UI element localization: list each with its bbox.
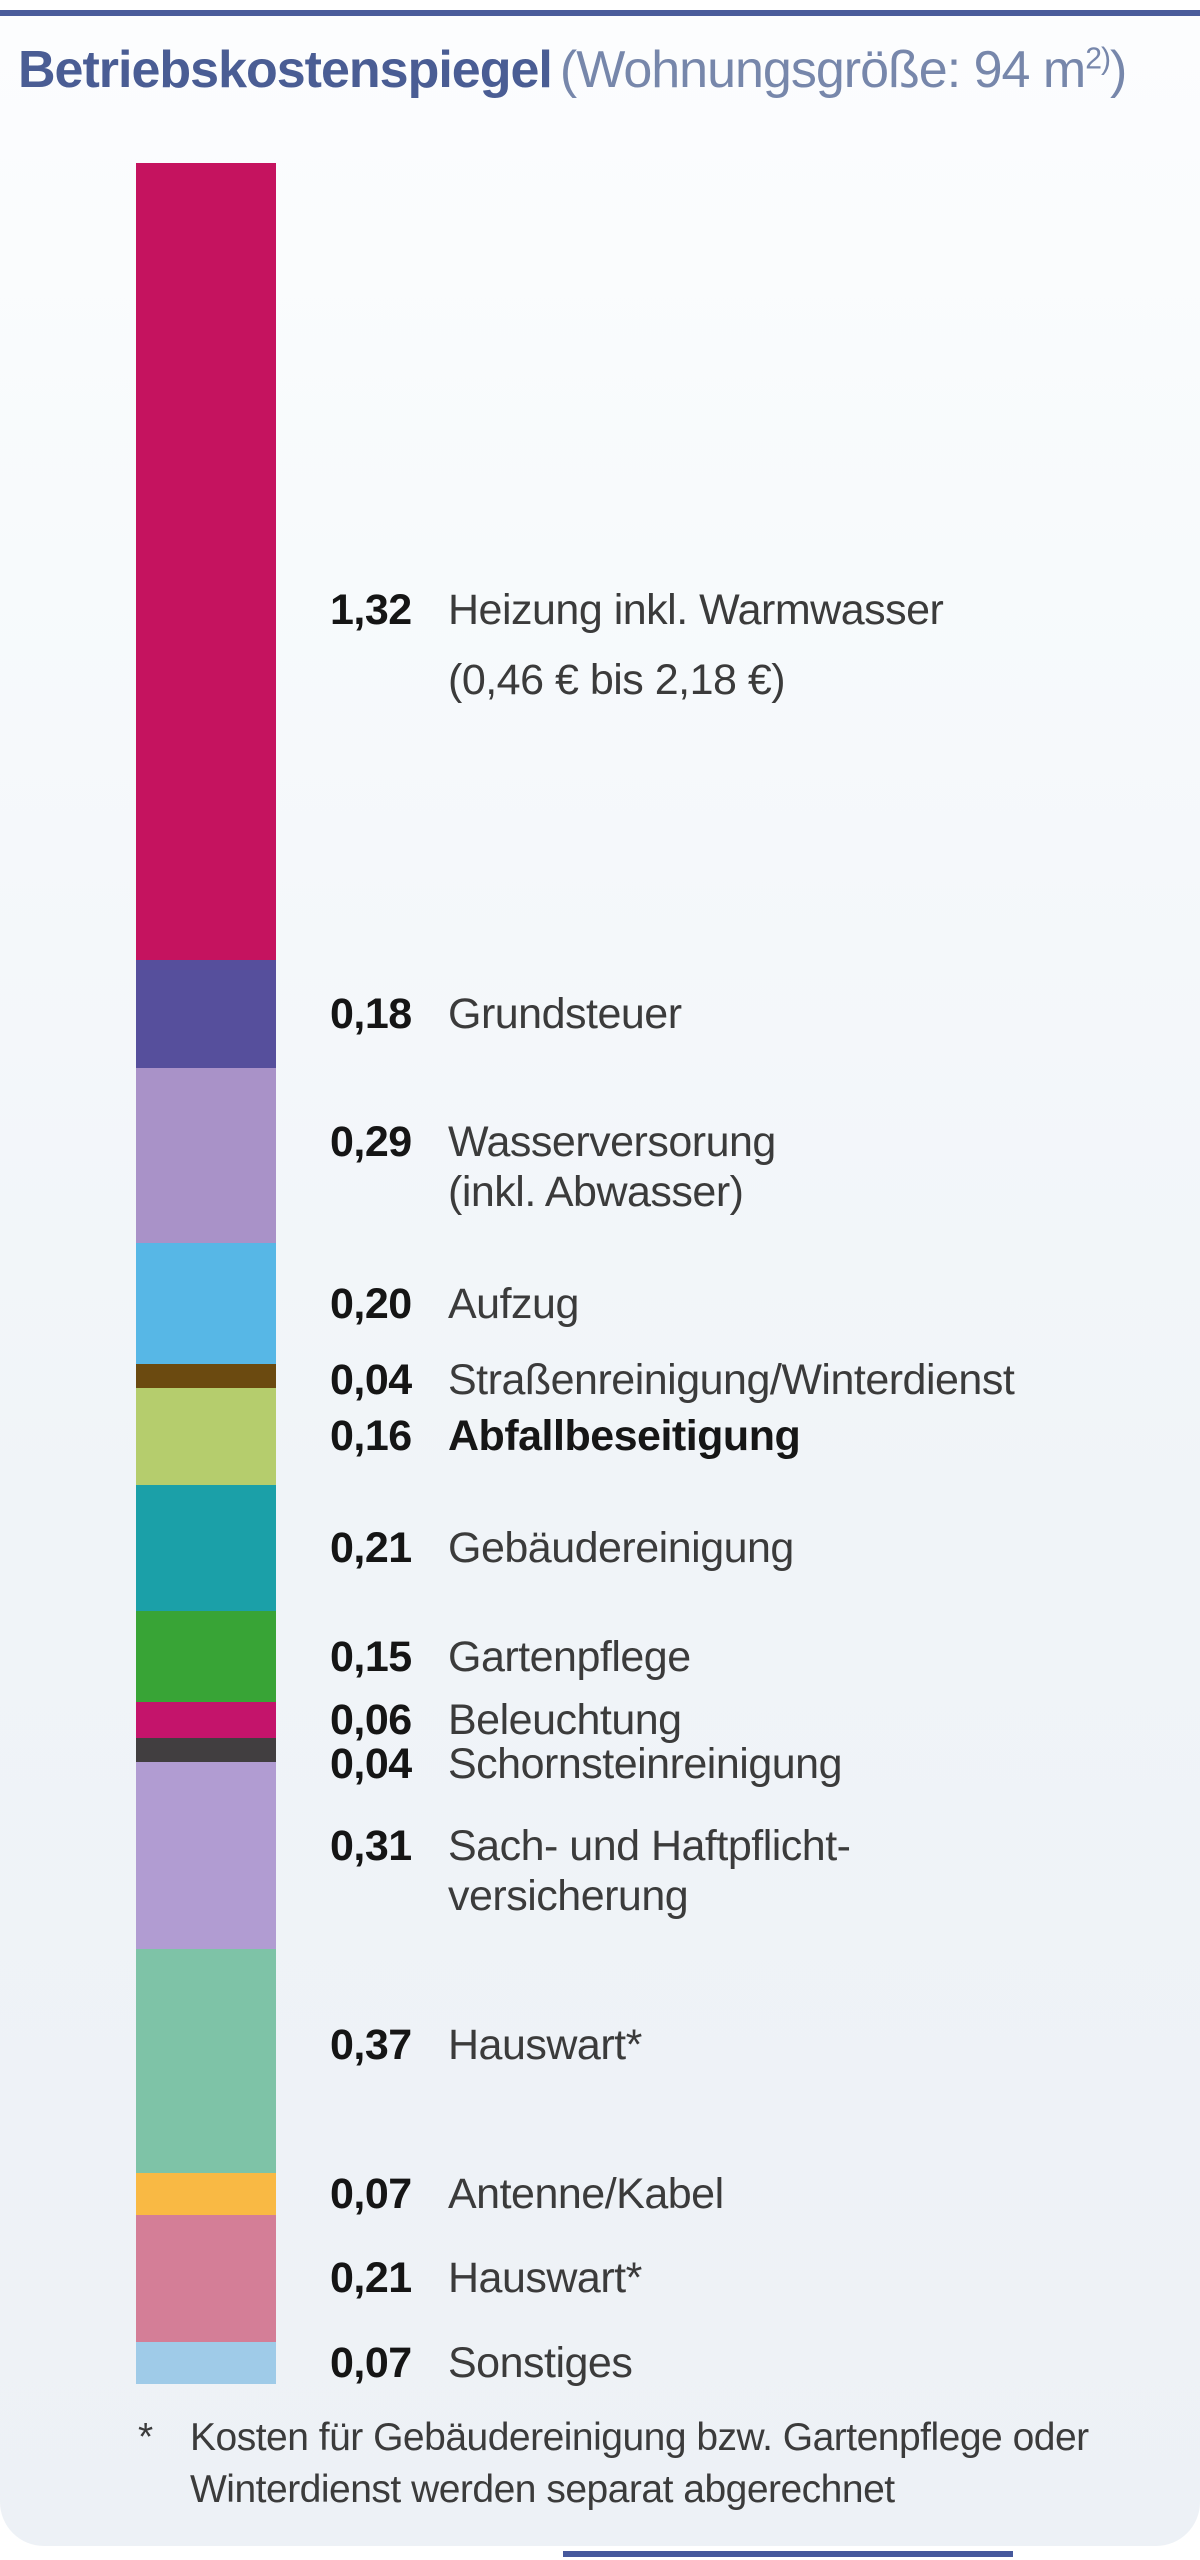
chart-label-row: 0,15 Gartenpflege	[330, 1632, 1190, 1682]
chart-label-row: 0,37 Hauswart*	[330, 2020, 1190, 2070]
segment-label: Grundsteuer	[448, 989, 682, 1038]
segment-value: 1,32	[330, 586, 412, 635]
segment-value: 0,20	[330, 1279, 412, 1328]
bar-segment-11	[136, 1762, 276, 1950]
segment-value: 0,16	[330, 1412, 412, 1461]
chart-label-row: 1,32 Heizung inkl. Warmwasser (0,46 € bis …	[330, 585, 1190, 705]
segment-label: Gebäudereinigung	[448, 1524, 794, 1573]
chart-label-row: 0,04 Straßenreinigung/Winterdienst	[330, 1355, 1190, 1405]
segment-label: Antenne/Kabel	[448, 2169, 724, 2218]
segment-value: 0,07	[330, 2338, 412, 2387]
bar-segment-12	[136, 1949, 276, 2173]
segment-label: Aufzug	[448, 1279, 579, 1328]
bottom-border-fragment	[563, 2551, 1013, 2557]
segment-value: 0,15	[330, 1632, 412, 1681]
segment-value: 0,07	[330, 2169, 412, 2218]
bar-segment-1	[136, 163, 276, 960]
footnote-line2: Winterdienst werden separat abgerechnet	[190, 2468, 895, 2511]
chart-label-row: 0,20 Aufzug	[330, 1279, 1190, 1329]
segment-label: Gartenpflege	[448, 1632, 691, 1681]
segment-value: 0,37	[330, 2021, 412, 2070]
chart-labels: 1,32 Heizung inkl. Warmwasser (0,46 € bis …	[0, 163, 1200, 2387]
segment-value: 0,04	[330, 1356, 412, 1405]
chart-label-row: 0,06 Beleuchtung	[330, 1695, 1190, 1745]
bar-segment-7	[136, 1484, 276, 1612]
segment-label: Heizung inkl. Warmwasser (0,46 € bis 2,18…	[448, 586, 944, 705]
chart-label-row: 0,31 Sach- und Haftpflicht-versicherung	[330, 1821, 1190, 1921]
footnote-line1: Kosten für Gebäudereinigung bzw. Gartenp…	[190, 2416, 1089, 2459]
stacked-bar-chart: 1,32 Heizung inkl. Warmwasser (0,46 € bis …	[0, 163, 1200, 2387]
bar-segment-4	[136, 1243, 276, 1365]
chart-label-row: 0,21 Gebäudereinigung	[330, 1523, 1190, 1573]
footnote: * Kosten für Gebäudereinigung bzw. Garte…	[138, 2412, 1178, 2516]
segment-sublabel: (0,46 € bis 2,18 €)	[448, 656, 786, 705]
subtitle-prefix: (Wohnungsgröße: 94 m	[559, 41, 1086, 99]
subtitle-suffix: )	[1110, 41, 1127, 99]
chart-label-row: 0,04 Schornsteinreinigung	[330, 1739, 1190, 1789]
bar-segment-10	[136, 1738, 276, 1763]
bar-segment-14	[136, 2215, 276, 2342]
segment-value: 0,21	[330, 2254, 412, 2303]
bar-segment-13	[136, 2172, 276, 2215]
segment-label: Beleuchtung	[448, 1696, 682, 1745]
segment-value: 0,21	[330, 1524, 412, 1573]
stacked-bar	[136, 163, 276, 2384]
bar-segment-9	[136, 1702, 276, 1739]
chart-label-row: 0,21 Hauswart*	[330, 2253, 1190, 2303]
bar-segment-15	[136, 2341, 276, 2384]
footnote-text: Kosten für Gebäudereinigung bzw. Gartenp…	[190, 2412, 1089, 2516]
top-border-line	[0, 10, 1200, 16]
bar-segment-5	[136, 1364, 276, 1389]
page-title: Betriebskostenspiegel (Wohnungsgröße: 94 …	[18, 38, 1128, 102]
chart-label-row: 0,07 Antenne/Kabel	[330, 2169, 1190, 2219]
segment-value: 0,04	[330, 1740, 412, 1789]
footnote-marker: *	[138, 2416, 153, 2459]
chart-label-row: 0,18 Grundsteuer	[330, 989, 1190, 1039]
segment-value: 0,06	[330, 1696, 412, 1745]
chart-label-row: 0,16 Abfallbeseitigung	[330, 1411, 1190, 1461]
segment-sublabel: (inkl. Abwasser)	[448, 1167, 744, 1216]
segment-label: Wasserversorung (inkl. Abwasser)	[448, 1117, 776, 1216]
bar-segment-6	[136, 1388, 276, 1485]
segment-label: Hauswart*	[448, 2254, 642, 2303]
chart-card: Betriebskostenspiegel (Wohnungsgröße: 94 …	[0, 16, 1200, 2546]
segment-label: Straßenreinigung/Winterdienst	[448, 1356, 1015, 1405]
segment-value: 0,29	[330, 1117, 412, 1166]
segment-label: Sach- und Haftpflicht-versicherung	[448, 1821, 851, 1920]
subtitle-footnote-marker: 2)	[1085, 42, 1111, 76]
segment-label: Abfallbeseitigung	[448, 1412, 801, 1461]
bar-segment-3	[136, 1068, 276, 1244]
bar-segment-8	[136, 1611, 276, 1702]
segment-value: 0,18	[330, 989, 412, 1038]
title-subtitle: (Wohnungsgröße: 94 m2))	[559, 41, 1128, 99]
segment-value: 0,31	[330, 1821, 412, 1870]
title-main: Betriebskostenspiegel	[18, 41, 553, 99]
segment-label: Sonstiges	[448, 2338, 633, 2387]
chart-label-row: 0,29 Wasserversorung (inkl. Abwasser)	[330, 1117, 1190, 1217]
segment-label: Schornsteinreinigung	[448, 1740, 843, 1789]
chart-label-row: 0,07 Sonstiges	[330, 2338, 1190, 2388]
segment-label: Hauswart*	[448, 2021, 642, 2070]
bar-segment-2	[136, 959, 276, 1069]
